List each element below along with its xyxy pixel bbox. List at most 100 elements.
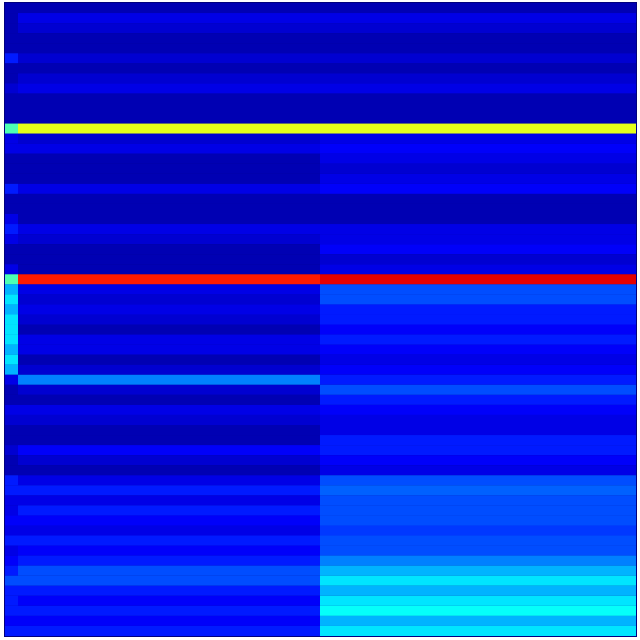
heatmap-cell	[5, 625, 18, 636]
heatmap-cell	[320, 73, 636, 84]
heatmap-cell	[18, 224, 320, 235]
heatmap-cell	[18, 83, 320, 94]
heatmap-cell	[18, 183, 320, 194]
heatmap-cell	[18, 123, 320, 134]
heatmap-cell	[18, 244, 320, 255]
heatmap-cell	[5, 414, 18, 425]
heatmap-cell	[320, 254, 636, 265]
heatmap-cell	[320, 53, 636, 64]
heatmap-cell	[5, 475, 18, 486]
heatmap-cell	[320, 113, 636, 124]
heatmap-cell	[320, 475, 636, 486]
heatmap-cell	[5, 53, 18, 64]
heatmap-cell	[18, 3, 320, 14]
heatmap-cell	[320, 43, 636, 54]
heatmap-cell	[5, 163, 18, 174]
heatmap-cell	[5, 555, 18, 566]
heatmap-cell	[18, 525, 320, 536]
heatmap-cell	[320, 615, 636, 626]
heatmap-cell	[18, 344, 320, 355]
heatmap-cell	[320, 435, 636, 446]
heatmap-cell	[320, 183, 636, 194]
heatmap-cell	[18, 93, 320, 104]
heatmap-cell	[5, 264, 18, 275]
heatmap-cell	[18, 374, 320, 385]
heatmap-cell	[5, 404, 18, 415]
heatmap-cell	[5, 43, 18, 54]
heatmap-cell	[18, 505, 320, 516]
heatmap-cell	[320, 244, 636, 255]
heatmap-cell	[5, 244, 18, 255]
heatmap-cell	[5, 193, 18, 204]
heatmap-cell	[5, 143, 18, 154]
heatmap-cell	[320, 485, 636, 496]
heatmap-cell	[320, 585, 636, 596]
heatmap-cell	[320, 394, 636, 405]
heatmap-cell	[5, 485, 18, 496]
heatmap-cell	[320, 545, 636, 556]
heatmap-cell	[5, 505, 18, 516]
heatmap-cell	[18, 605, 320, 616]
heatmap-cell	[320, 153, 636, 164]
heatmap-cell	[5, 435, 18, 446]
heatmap-cell	[320, 203, 636, 214]
heatmap-cell	[18, 615, 320, 626]
heatmap-cell	[18, 555, 320, 566]
heatmap-cell	[5, 183, 18, 194]
heatmap-cell	[5, 354, 18, 365]
heatmap-cell	[320, 555, 636, 566]
heatmap-cell	[320, 193, 636, 204]
heatmap-cell	[18, 193, 320, 204]
heatmap-cell	[320, 274, 636, 285]
heatmap-cell	[5, 515, 18, 526]
heatmap-cell	[5, 425, 18, 436]
heatmap-cell	[320, 234, 636, 245]
heatmap-cell	[18, 324, 320, 335]
heatmap-cell	[320, 123, 636, 134]
heatmap-cell	[18, 394, 320, 405]
heatmap-cell	[320, 575, 636, 586]
heatmap-cell	[18, 33, 320, 44]
heatmap-cell	[18, 515, 320, 526]
heatmap-cell	[320, 314, 636, 325]
heatmap-cell	[5, 234, 18, 245]
heatmap-cell	[18, 53, 320, 64]
heatmap-cell	[5, 113, 18, 124]
heatmap-cell	[18, 113, 320, 124]
heatmap-cell	[18, 133, 320, 144]
heatmap-cell	[320, 354, 636, 365]
heatmap-cell	[320, 465, 636, 476]
heatmap-cell	[18, 43, 320, 54]
heatmap-cell	[320, 173, 636, 184]
heatmap-cell	[5, 595, 18, 606]
heatmap-cell	[5, 615, 18, 626]
heatmap-cell	[18, 595, 320, 606]
heatmap-cell	[320, 515, 636, 526]
heatmap-cell	[5, 495, 18, 506]
heatmap-cell	[18, 384, 320, 395]
heatmap-cell	[18, 435, 320, 446]
heatmap-cell	[18, 274, 320, 285]
heatmap-cell	[320, 103, 636, 114]
heatmap-cell	[5, 394, 18, 405]
heatmap-cell	[320, 565, 636, 576]
heatmap-cell	[5, 254, 18, 265]
heatmap-cell	[5, 73, 18, 84]
heatmap-cell	[18, 565, 320, 576]
heatmap-cell	[18, 414, 320, 425]
heatmap-cell	[18, 354, 320, 365]
heatmap-cell	[320, 605, 636, 616]
heatmap-cell	[5, 445, 18, 456]
heatmap-cell	[18, 153, 320, 164]
heatmap-cell	[18, 585, 320, 596]
heatmap-cell	[5, 304, 18, 315]
heatmap-cell	[320, 374, 636, 385]
heatmap-cell	[5, 545, 18, 556]
heatmap-cell	[320, 425, 636, 436]
heatmap-cell	[320, 264, 636, 275]
heatmap-cell	[5, 83, 18, 94]
heatmap-cell	[320, 344, 636, 355]
heatmap-cell	[320, 163, 636, 174]
heatmap-cell	[5, 13, 18, 24]
